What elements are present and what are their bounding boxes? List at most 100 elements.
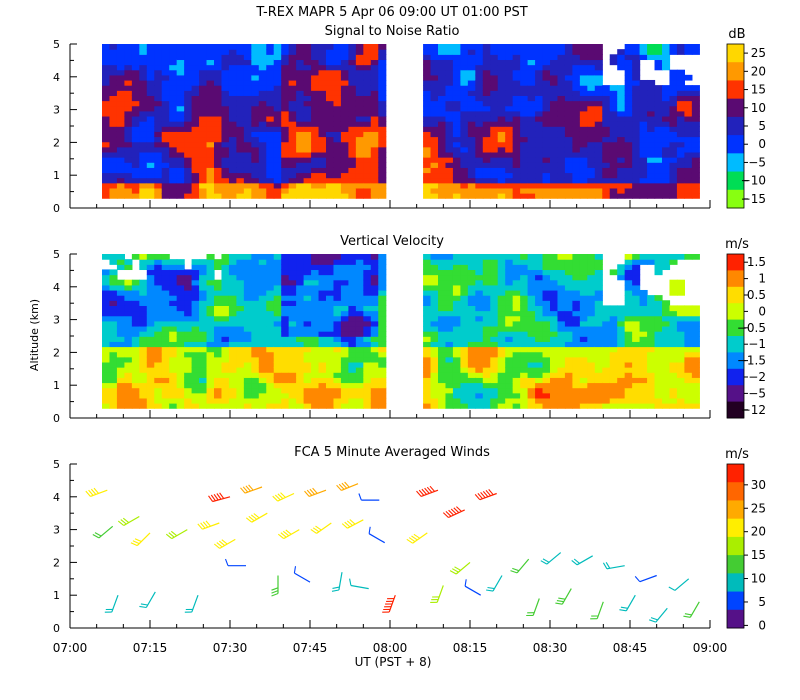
heatmap-cell [333, 392, 342, 399]
heatmap-cell [490, 151, 499, 158]
heatmap-cell [221, 372, 230, 378]
heatmap-cell [609, 182, 618, 189]
heatmap-cell [512, 269, 521, 276]
heatmap-cell [199, 136, 208, 143]
heatmap-cell [214, 377, 223, 384]
heatmap-cell [564, 74, 573, 81]
x-axis-label: UT (PST + 8) [355, 655, 432, 669]
heatmap-cell [288, 274, 297, 281]
heatmap-cell [423, 74, 432, 81]
heatmap-cell [512, 172, 521, 179]
heatmap-cell [206, 110, 215, 117]
heatmap-cell [624, 397, 633, 404]
heatmap-cell [624, 187, 633, 194]
heatmap-cell [266, 264, 275, 271]
heatmap-cell [482, 136, 491, 143]
heatmap-cell [333, 141, 342, 148]
heatmap-cell [243, 284, 252, 291]
heatmap-cell [497, 79, 506, 86]
heatmap-cell [378, 259, 387, 265]
heatmap-cell [430, 403, 439, 409]
heatmap-cell [131, 305, 140, 312]
heatmap-cell [564, 49, 573, 55]
heatmap-cell [512, 193, 521, 199]
heatmap-cell [303, 361, 312, 368]
heatmap-cell [184, 289, 193, 296]
heatmap-cell [602, 372, 611, 378]
heatmap-cell [303, 382, 312, 389]
heatmap-cell [131, 397, 140, 404]
heatmap-cell [497, 361, 506, 368]
heatmap-cell [281, 177, 290, 184]
heatmap-cell [184, 110, 193, 117]
wind-barb-staff [98, 525, 114, 539]
heatmap-cell [654, 182, 663, 189]
heatmap-cell [131, 110, 140, 117]
heatmap-cell [467, 315, 476, 322]
heatmap-cell [594, 74, 603, 81]
heatmap-cell [191, 346, 200, 353]
heatmap-cell [191, 146, 200, 153]
heatmap-cell [191, 115, 200, 122]
heatmap-cell [333, 315, 342, 322]
heatmap-cell [199, 49, 208, 55]
heatmap-cell [505, 177, 514, 184]
heatmap-cell [676, 167, 685, 174]
heatmap-cell [572, 193, 581, 199]
heatmap-cell [296, 264, 305, 271]
colorbar-swatch [727, 336, 744, 353]
heatmap-cell [520, 336, 529, 342]
heatmap-cell [617, 336, 626, 342]
heatmap-cell [355, 361, 364, 368]
heatmap-cell [281, 172, 290, 179]
wind-barb-feather [216, 542, 223, 548]
heatmap-cell [535, 167, 544, 174]
wind-barb-staff [546, 552, 562, 565]
heatmap-cell [214, 264, 223, 271]
heatmap-cell [587, 85, 596, 91]
heatmap-cell [527, 320, 536, 327]
heatmap-cell [355, 59, 364, 66]
heatmap-cell [281, 320, 290, 327]
heatmap-cell [154, 382, 163, 389]
heatmap-cell [542, 182, 551, 189]
wind-barb-feather [542, 558, 550, 563]
heatmap-cell [430, 387, 439, 394]
heatmap-cell [617, 49, 626, 55]
heatmap-cell [236, 305, 245, 312]
heatmap-cell [654, 151, 663, 158]
heatmap-cell [430, 264, 439, 271]
heatmap-cell [639, 300, 648, 306]
heatmap-cell [535, 85, 544, 91]
heatmap-cell [490, 95, 499, 102]
heatmap-cell [199, 331, 208, 337]
heatmap-cell [199, 100, 208, 107]
wind-barb [139, 591, 156, 609]
heatmap-cell [520, 279, 529, 286]
heatmap-cell [124, 387, 133, 394]
heatmap-cell [184, 182, 193, 189]
heatmap-cell [296, 295, 305, 301]
heatmap-cell [206, 182, 215, 189]
heatmap-cell [632, 105, 641, 112]
heatmap-cell [139, 377, 148, 384]
heatmap-cell [243, 403, 252, 409]
heatmap-cell [490, 310, 499, 317]
heatmap-cell [497, 295, 506, 301]
heatmap-cell [221, 279, 230, 286]
wind-barb [510, 558, 530, 574]
heatmap-cell [654, 59, 663, 66]
heatmap-cell [676, 157, 685, 163]
heatmap-cell [221, 136, 230, 143]
heatmap-cell [676, 403, 685, 409]
heatmap-cell [116, 69, 125, 76]
heatmap-cell [445, 320, 454, 327]
heatmap-cell [303, 187, 312, 194]
heatmap-cell [251, 351, 260, 358]
heatmap-cell [467, 300, 476, 306]
heatmap-cell [579, 146, 588, 153]
heatmap-cell [587, 269, 596, 276]
heatmap-cell [378, 336, 387, 342]
heatmap-cell [296, 284, 305, 291]
heatmap-cell [124, 377, 133, 384]
